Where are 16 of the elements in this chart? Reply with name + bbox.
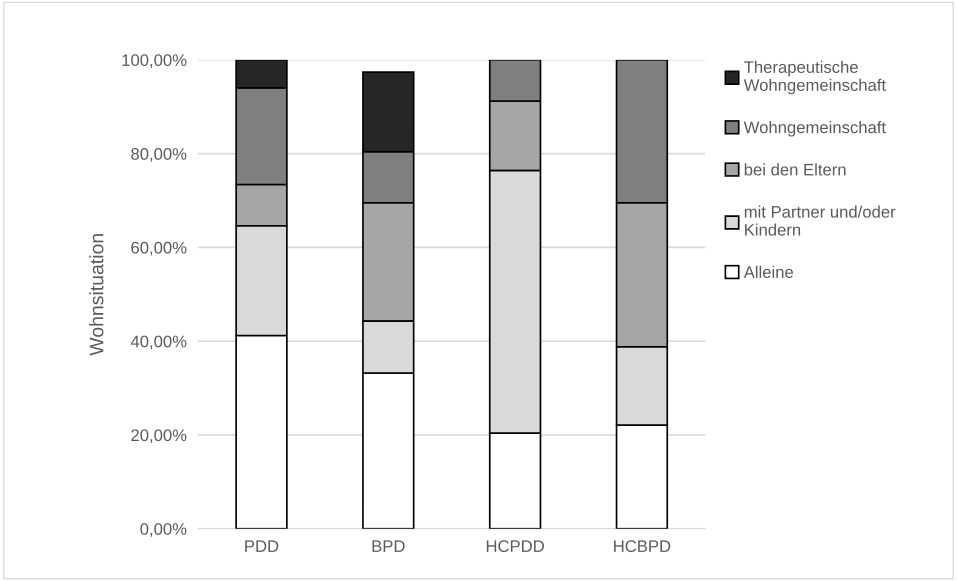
x-tick-label: HCBPD [614, 540, 670, 552]
legend-label: Wohngemeinschaft [744, 121, 886, 137]
legend-label: bei den Eltern [744, 163, 846, 176]
legend-label: Therapeutische Wohngemeinschaft [744, 60, 886, 94]
y-tick-label: 60,00% [131, 242, 186, 256]
y-tick-label: 100,00% [122, 54, 186, 68]
y-axis-title: Wohnsituation [89, 234, 104, 356]
legend-label: Alleine [744, 266, 794, 278]
x-tick-label: HCPDD [486, 540, 544, 552]
x-tick-label: BPD [372, 540, 405, 552]
legend-label: mit Partner und/oder Kindern [744, 206, 896, 236]
y-tick-label: 40,00% [130, 336, 186, 350]
x-tick-label: PDD [245, 540, 278, 552]
y-tick-label: 0,00% [140, 523, 186, 537]
y-tick-label: 80,00% [131, 148, 186, 162]
y-tick-label: 20,00% [131, 429, 186, 444]
